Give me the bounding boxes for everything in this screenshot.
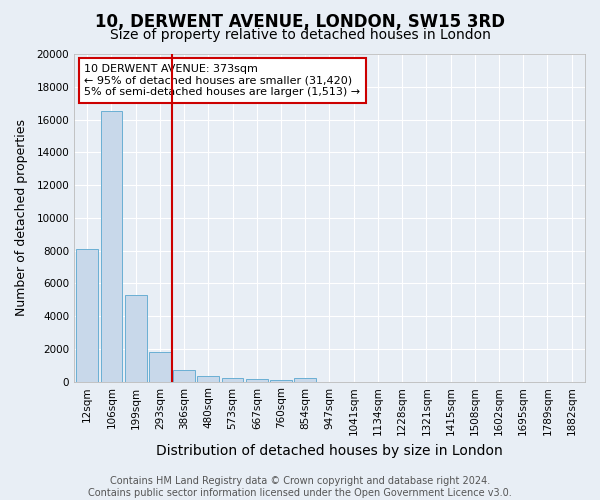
Bar xyxy=(197,376,219,382)
Text: Size of property relative to detached houses in London: Size of property relative to detached ho… xyxy=(110,28,490,42)
X-axis label: Distribution of detached houses by size in London: Distribution of detached houses by size … xyxy=(156,444,503,458)
Bar xyxy=(173,370,195,382)
Bar xyxy=(149,352,171,382)
Bar xyxy=(221,378,244,382)
Bar xyxy=(76,249,98,382)
Bar xyxy=(295,378,316,382)
Bar xyxy=(270,380,292,382)
Text: 10 DERWENT AVENUE: 373sqm
← 95% of detached houses are smaller (31,420)
5% of se: 10 DERWENT AVENUE: 373sqm ← 95% of detac… xyxy=(84,64,360,97)
Text: Contains HM Land Registry data © Crown copyright and database right 2024.
Contai: Contains HM Land Registry data © Crown c… xyxy=(88,476,512,498)
Bar xyxy=(101,112,122,382)
Bar xyxy=(125,295,146,382)
Y-axis label: Number of detached properties: Number of detached properties xyxy=(15,120,28,316)
Text: 10, DERWENT AVENUE, LONDON, SW15 3RD: 10, DERWENT AVENUE, LONDON, SW15 3RD xyxy=(95,12,505,30)
Bar xyxy=(246,379,268,382)
